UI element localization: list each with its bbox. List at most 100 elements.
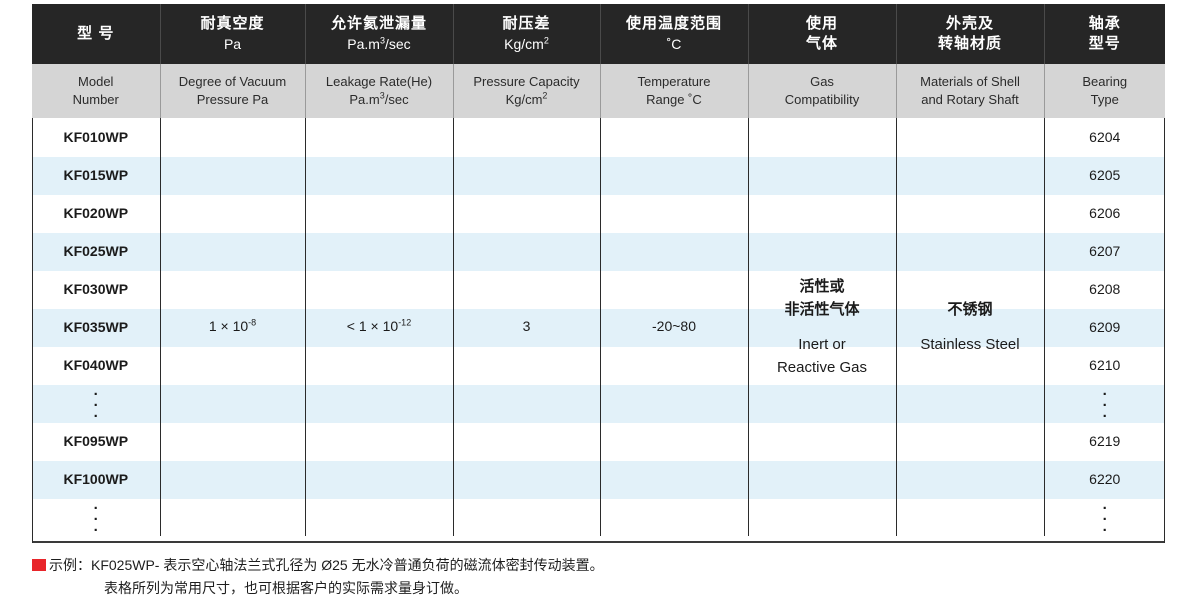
cell-bearing: 6220 (1043, 460, 1165, 498)
table-bottom-border (32, 541, 1165, 543)
cell-temperature-merged: -20~80 (599, 118, 748, 536)
cell-model: KF030WP (63, 281, 129, 297)
gas-cn-line1: 活性或 (799, 277, 845, 295)
header-en-line2: Kg/cm2 (505, 90, 548, 107)
col-header-gas-en: Gas Compatibility (747, 64, 896, 118)
table-row: KF040WP 6210 (32, 346, 1165, 384)
table-row: KF030WP 6208 (32, 270, 1165, 308)
col-header-pressure-cn: 耐压差 Kg/cm2 (452, 4, 600, 64)
footnote: 示例：KF025WP- 表示空心轴法兰式孔径为 Ø25 无水冷普通负荷的磁流体密… (32, 554, 1172, 600)
header-en-line2: and Rotary Shaft (921, 92, 1019, 107)
vertical-ellipsis-icon: ... (93, 382, 98, 421)
header-en-line1: Degree of Vacuum (178, 73, 287, 89)
footnote-line-1-text: 示例：KF025WP- 表示空心轴法兰式孔径为 Ø25 无水冷普通负荷的磁流体密… (49, 557, 604, 573)
cell-bearing: 6209 (1043, 308, 1165, 346)
col-header-temperature-cn: 使用温度范围 ˚C (599, 4, 748, 64)
header-en-line1: Materials of Shell (920, 73, 1020, 89)
col-header-bearing-cn: 轴承 型号 (1043, 4, 1165, 64)
gas-en-line2: Reactive Gas (776, 359, 868, 377)
header-cn-line1: 使用温度范围 (625, 15, 722, 33)
header-en-line2: Number (72, 92, 119, 107)
footnote-line-1: 示例：KF025WP- 表示空心轴法兰式孔径为 Ø25 无水冷普通负荷的磁流体密… (32, 554, 1172, 577)
header-cn-line1: 允许氦泄漏量 (330, 15, 427, 33)
header-row-english: Model Number Degree of Vacuum Pressure P… (32, 64, 1165, 118)
cell-materials-merged: 不锈钢 Stainless Steel (895, 118, 1044, 536)
header-en-line1: Temperature (637, 73, 711, 89)
cell-bearing: 6206 (1043, 194, 1165, 232)
cell-bearing: 6205 (1043, 156, 1165, 194)
cell-model: KF035WP (63, 319, 129, 335)
col-header-bearing-en: Bearing Type (1043, 64, 1165, 118)
vacuum-value: 1 × 10-8 (208, 317, 257, 335)
header-cn-line2: 转轴材质 (937, 35, 1002, 52)
header-cn-line1: 型 号 (77, 24, 115, 42)
vertical-ellipsis-icon: ... (1102, 382, 1107, 421)
cell-vacuum-merged: 1 × 10-8 (159, 118, 305, 536)
header-en-line2: Range ˚C (646, 92, 702, 107)
header-cn-line2: Pa (223, 35, 242, 52)
header-en-line2: Pressure Pa (196, 92, 269, 107)
cell-model: KF015WP (63, 167, 129, 183)
cell-pressure-merged: 3 (452, 118, 600, 536)
cell-model: KF100WP (63, 471, 129, 487)
col-header-leakage-en: Leakage Rate(He) Pa.m3/sec (304, 64, 453, 118)
table-row: KF010WP 1 × 10-8 < 1 × 10-12 3 -20~80 活性… (32, 118, 1165, 536)
cell-bearing-ellipsis: ... (1043, 496, 1165, 536)
vertical-ellipsis-icon: ... (93, 496, 98, 535)
table-row: KF020WP 6206 (32, 194, 1165, 232)
cell-bearing: 6210 (1043, 346, 1165, 384)
header-cn-line2: ˚C (666, 35, 682, 52)
leakage-value: < 1 × 10-12 (346, 317, 412, 335)
cell-gas-merged: 活性或 非活性气体 Inert or Reactive Gas (747, 118, 896, 536)
header-cn-line1: 耐真空度 (200, 15, 265, 33)
footnote-line-2: 表格所列为常用尺寸，也可根据客户的实际需求量身订做。 (104, 580, 468, 597)
specification-table: 型 号 耐真空度 Pa 允许氦泄漏量 Pa.m3/sec 耐压差 Kg/cm2 … (32, 4, 1165, 536)
cell-bearing: 6204 (1043, 118, 1165, 156)
cell-model-ellipsis: ... (32, 496, 160, 536)
header-en-line2: Compatibility (784, 92, 860, 107)
header-cn-line1: 使用 (805, 14, 838, 32)
cell-bearing-ellipsis: ... (1043, 382, 1165, 422)
header-en-line1: Gas (810, 73, 834, 89)
header-en-line1: Model (78, 73, 114, 89)
table-left-border (32, 4, 33, 543)
col-header-materials-en: Materials of Shell and Rotary Shaft (895, 64, 1044, 118)
cell-model: KF040WP (63, 357, 129, 373)
header-en-line1: Bearing (1082, 73, 1128, 89)
cell-bearing: 6219 (1043, 422, 1165, 460)
cell-bearing: 6208 (1043, 270, 1165, 308)
gas-cn-line2: 非活性气体 (784, 300, 860, 318)
cell-model: KF010WP (63, 129, 129, 145)
red-square-icon (32, 559, 46, 571)
header-cn-line2: Kg/cm2 (504, 35, 549, 52)
header-en-line2: Type (1090, 92, 1119, 107)
header-cn-line2: 气体 (805, 35, 838, 52)
col-header-model-en: Model Number (32, 64, 160, 118)
table-row-ellipsis: ... ... (32, 496, 1165, 536)
header-row-chinese: 型 号 耐真空度 Pa 允许氦泄漏量 Pa.m3/sec 耐压差 Kg/cm2 … (32, 4, 1165, 64)
cell-model: KF020WP (63, 205, 129, 221)
header-cn-line2: 型号 (1088, 35, 1121, 52)
vertical-ellipsis-icon: ... (1102, 496, 1107, 535)
header-en-line1: Pressure Capacity (473, 73, 580, 89)
cell-model-ellipsis: ... (32, 382, 160, 422)
col-header-materials-cn: 外壳及 转轴材质 (895, 4, 1044, 64)
header-cn-line1: 耐压差 (502, 15, 551, 33)
materials-en: Stainless Steel (920, 336, 1020, 353)
col-header-vacuum-en: Degree of Vacuum Pressure Pa (159, 64, 305, 118)
cell-bearing: 6207 (1043, 232, 1165, 270)
header-en-line2: Pa.m3/sec (349, 90, 409, 107)
cell-model: KF095WP (63, 433, 129, 449)
header-en-line1: Leakage Rate(He) (325, 73, 433, 89)
materials-cn: 不锈钢 (947, 300, 993, 318)
col-header-vacuum-cn: 耐真空度 Pa (159, 4, 305, 64)
col-header-leakage-cn: 允许氦泄漏量 Pa.m3/sec (304, 4, 453, 64)
col-header-model-cn: 型 号 (32, 4, 160, 64)
cell-model: KF025WP (63, 243, 129, 259)
gas-en-line1: Inert or (798, 336, 846, 353)
header-cn-line1: 轴承 (1088, 14, 1121, 32)
header-cn-line1: 外壳及 (945, 14, 994, 32)
col-header-pressure-en: Pressure Capacity Kg/cm2 (452, 64, 600, 118)
header-cn-line2: Pa.m3/sec (347, 35, 411, 52)
